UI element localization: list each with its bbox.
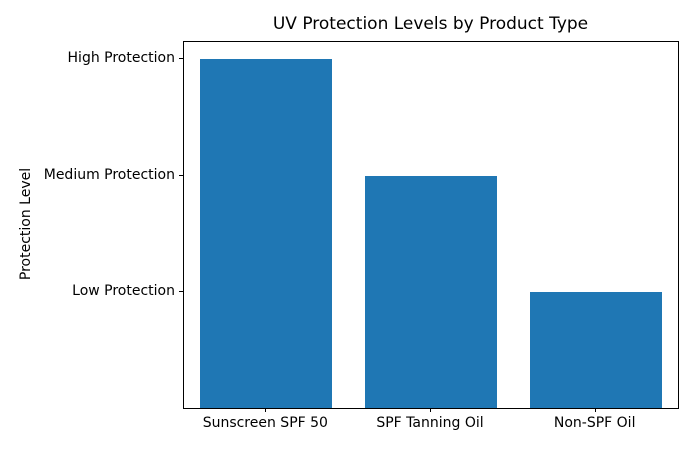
- x-tick-mark: [594, 408, 596, 412]
- y-axis-label: Protection Level: [18, 167, 34, 281]
- x-tick-label: SPF Tanning Oil: [376, 415, 484, 431]
- x-tick-mark: [265, 408, 267, 412]
- y-tick-label: Medium Protection: [43, 166, 175, 183]
- plot-area: [183, 41, 679, 409]
- x-tick-label: Non-SPF Oil: [553, 415, 636, 431]
- bar-sunscreen-spf-50: [200, 59, 333, 408]
- y-tick-mark: [179, 58, 183, 60]
- x-tick-label: Sunscreen SPF 50: [202, 415, 328, 431]
- y-tick-label: Low Protection: [72, 282, 175, 299]
- bar-non-spf-oil: [529, 291, 662, 408]
- bar-spf-tanning-oil: [365, 175, 497, 408]
- x-tick-mark: [430, 408, 431, 412]
- y-tick-mark: [179, 174, 183, 176]
- y-tick-label: High Protection: [67, 50, 175, 67]
- chart-title: UV Protection Levels by Product Type: [272, 14, 589, 34]
- y-tick-mark: [179, 290, 183, 292]
